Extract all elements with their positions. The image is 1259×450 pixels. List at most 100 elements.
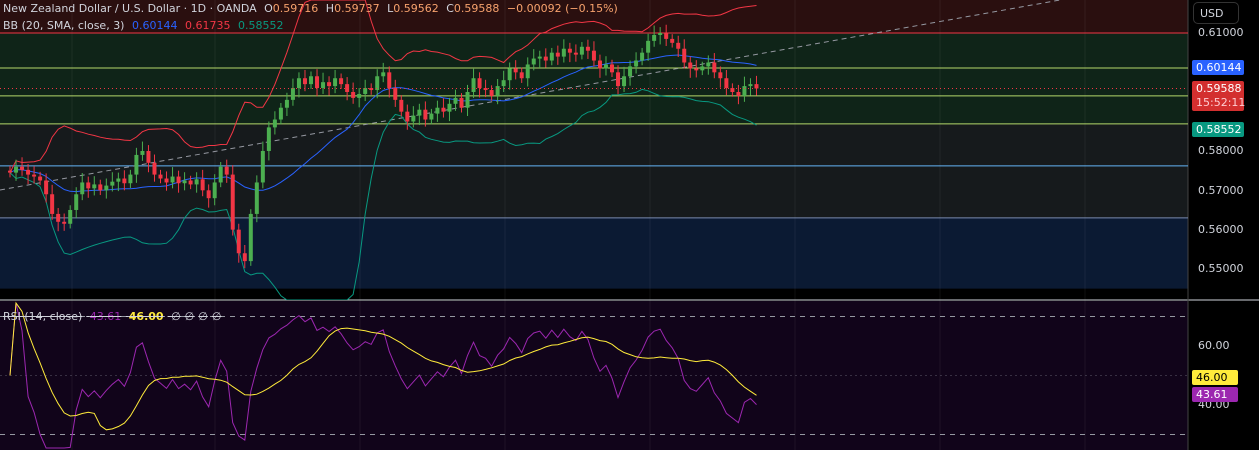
candle-body [110, 181, 115, 186]
price-tick: 0.55000 [1198, 262, 1244, 275]
rsi-ma-line [9, 301, 757, 431]
candle-body [254, 182, 259, 214]
bb-basis-line [9, 54, 757, 193]
candle-body [381, 72, 386, 77]
candle-body [459, 97, 464, 108]
candle-body [206, 190, 211, 199]
candle-body [591, 50, 596, 61]
candle-body [682, 48, 687, 63]
candle-body [676, 42, 681, 49]
candle-body [447, 103, 452, 112]
rsi-extra: ∅ [211, 310, 222, 323]
candle-body [363, 88, 368, 94]
bb-label: BB (20, SMA, close, 3) [3, 19, 125, 32]
candle-body [525, 64, 530, 79]
symbol-title: New Zealand Dollar / U.S. Dollar · 1D · … [3, 2, 257, 15]
candle-body [393, 88, 398, 100]
candle-body [8, 170, 12, 173]
candle-body [724, 78, 729, 89]
candle-body [471, 78, 476, 92]
rsi-legend[interactable]: RSI (14, close) 43.61 46.00 ∅ ∅ ∅ ∅ [3, 310, 225, 323]
bar-countdown: 15:52:11 [1196, 96, 1246, 109]
candle-body [507, 68, 512, 81]
candle-body [80, 182, 85, 195]
rsi-tag: 43.61 [1192, 387, 1238, 402]
candle-body [634, 60, 639, 67]
price-zone [0, 217, 1188, 289]
candle-body [688, 62, 693, 69]
rsi-ma-value: 46.00 [128, 310, 164, 323]
price-zone [0, 123, 1188, 218]
candle-body [182, 180, 187, 184]
price-tick: 0.61000 [1198, 26, 1244, 39]
candle-body [646, 40, 651, 53]
candle-body [652, 34, 657, 41]
rsi-ma-tag: 46.00 [1192, 370, 1238, 385]
rsi-label: RSI (14, close) [3, 310, 83, 323]
candle-body [212, 182, 217, 199]
rsi-extra: ∅ [171, 310, 181, 323]
candle-body [567, 48, 572, 53]
price-tick: 0.57000 [1198, 184, 1244, 197]
candle-body [218, 166, 223, 183]
candle-body [417, 109, 422, 116]
bb-upper-value: 0.61735 [184, 19, 231, 32]
candle-body [429, 113, 434, 120]
candle-body [302, 78, 307, 85]
candle-body [706, 62, 711, 67]
candle-body [531, 58, 536, 65]
low-value: L0.59562 [387, 2, 439, 15]
candle-body [477, 78, 482, 89]
candle-body [585, 46, 590, 51]
symbol-legend: New Zealand Dollar / U.S. Dollar · 1D · … [3, 2, 622, 15]
candle-body [32, 174, 37, 177]
candle-body [357, 93, 362, 98]
candle-body [230, 174, 235, 230]
candle-body [248, 213, 253, 262]
candle-body [104, 185, 109, 191]
candle-body [86, 182, 91, 189]
candle-body [640, 52, 645, 61]
candle-body [375, 76, 380, 91]
low-price: 0.59562 [393, 2, 439, 15]
candle-body [616, 72, 621, 87]
candle-body [14, 166, 19, 173]
candle-body [441, 107, 446, 112]
candle-body [50, 194, 55, 214]
candle-body [272, 119, 277, 128]
candle-body [309, 76, 313, 85]
candle-body [284, 99, 289, 108]
candle-body [628, 66, 633, 77]
price-zone [0, 0, 1188, 33]
candle-body [128, 174, 133, 184]
candle-body [453, 97, 458, 104]
candle-body [405, 111, 410, 122]
close-value: C0.59588 [446, 2, 499, 15]
candle-body [718, 72, 723, 79]
high-value: H0.59737 [326, 2, 380, 15]
candle-body [369, 88, 374, 91]
bb-legend[interactable]: BB (20, SMA, close, 3) 0.60144 0.61735 0… [3, 19, 287, 32]
candle-body [266, 127, 271, 151]
price-tick: 0.58000 [1198, 144, 1244, 157]
candle-body [543, 56, 548, 61]
candle-body [158, 174, 163, 179]
open-price: 0.59716 [272, 2, 319, 15]
candle-body [98, 184, 103, 191]
candle-body [152, 162, 157, 175]
candle-body [435, 107, 440, 114]
candle-body [146, 150, 151, 163]
candle-body [92, 184, 97, 189]
candle-body [513, 68, 518, 73]
rsi-value: 43.61 [89, 310, 122, 323]
currency-button[interactable]: USD [1193, 2, 1239, 24]
candle-body [501, 80, 506, 87]
candle-body [573, 52, 578, 55]
candle-body [278, 107, 283, 120]
candle-body [423, 109, 428, 120]
low-label: L [387, 2, 394, 15]
candle-body [495, 86, 500, 96]
candle-body [670, 38, 675, 43]
bb-basis-value: 0.60144 [131, 19, 178, 32]
